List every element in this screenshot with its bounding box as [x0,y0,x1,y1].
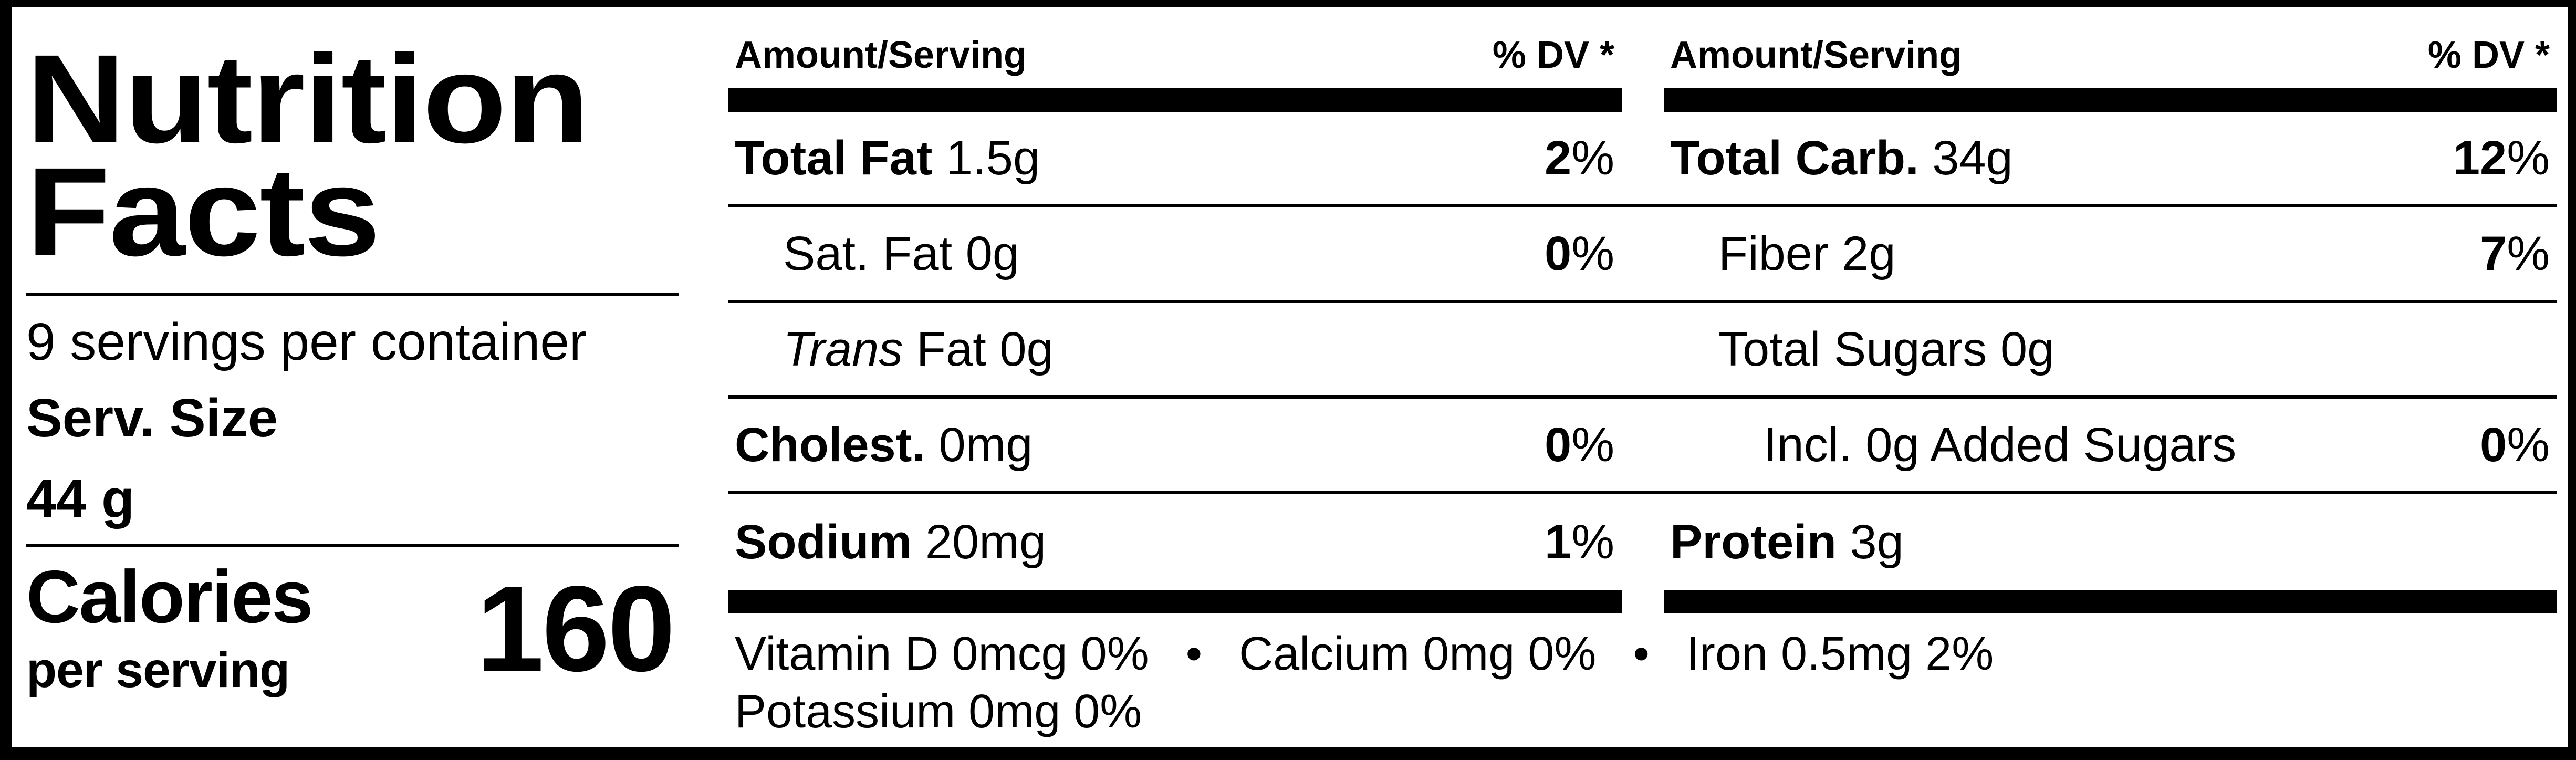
nutrient-name: Total Carb. 34g [1670,131,2013,185]
divider-rule [26,544,679,547]
column-gap [1622,88,1664,112]
column-gap [1622,399,1664,491]
top-separator-bars [728,88,2557,112]
calories-label-block: Calories per serving [26,555,313,699]
amount-serving-header: Amount/Serving [735,34,1027,76]
percent-dv-header: % DV * [2427,34,2550,76]
micronutrients-footer: Vitamin D 0mcg 0% • Calcium 0mg 0% • Iro… [728,625,2557,741]
nutrient-name: Protein 3g [1670,515,1904,569]
row-sat-fat: Sat. Fat 0g 0% [728,207,1622,300]
label-title: Nutrition Facts [26,28,737,282]
column-gap [1622,303,1664,395]
nutrient-row-2: Sat. Fat 0g 0% Fiber 2g 7% [728,207,2557,303]
separator-bar [1664,590,2557,613]
row-total-sugars: Total Sugars 0g [1664,303,2557,395]
row-added-sugars: Incl. 0g Added Sugars 0% [1664,399,2557,491]
column-gap [1622,7,1664,88]
separator-bar [728,590,1622,613]
nutrient-row-1: Total Fat 1.5g 2% Total Carb. 34g 12% [728,112,2557,207]
bottom-separator-bars [728,590,2557,613]
daily-value: 12% [2453,131,2550,185]
serving-size-label: Serv. Size [26,388,278,448]
nutrient-name: Sodium 20mg [735,515,1047,569]
nutrient-name: Incl. 0g Added Sugars [1764,418,2237,472]
micronutrients-line-2: Potassium 0mg 0% [735,685,1142,738]
middle-column-header: Amount/Serving % DV * [728,7,1622,88]
column-gap [1622,494,1664,590]
nutrient-name: Cholest. 0mg [735,418,1033,472]
nutrient-row-4: Cholest. 0mg 0% Incl. 0g Added Sugars 0% [728,399,2557,494]
serving-size-value: 44 g [26,469,135,529]
calories-value: 160 [476,561,675,697]
percent-dv-header: % DV * [1492,34,1614,76]
nutrient-section: Amount/Serving % DV * Amount/Serving % D… [728,7,2568,747]
title-line-2: Facts [26,141,381,282]
row-fiber: Fiber 2g 7% [1664,207,2557,300]
servings-per-container: 9 servings per container [26,313,587,371]
nutrient-name: Fiber 2g [1718,226,1896,280]
row-cholesterol: Cholest. 0mg 0% [728,399,1622,491]
divider-rule [26,293,679,296]
nutrient-row-3: Trans Fat 0g Total Sugars 0g [728,303,2557,399]
daily-value: 0% [1545,418,1614,472]
nutrient-row-5: Sodium 20mg 1% Protein 3g [728,494,2557,590]
row-protein: Protein 3g [1664,494,2557,590]
daily-value: 0% [1545,226,1614,280]
calories-row: Calories per serving 160 [26,560,679,699]
column-headers: Amount/Serving % DV * Amount/Serving % D… [728,7,2557,88]
row-total-carb: Total Carb. 34g 12% [1664,112,2557,204]
daily-value: 0% [2480,418,2550,472]
nutrient-name: Total Sugars 0g [1718,322,2054,376]
calories-sublabel: per serving [26,642,290,698]
left-panel: Nutrition Facts 9 servings per container… [12,7,728,747]
daily-value: 2% [1545,131,1614,185]
nutrient-name: Sat. Fat 0g [783,226,1020,280]
column-gap [1622,112,1664,204]
row-total-fat: Total Fat 1.5g 2% [728,112,1622,204]
separator-bar [728,88,1622,112]
column-gap [1622,207,1664,300]
nutrient-name: Total Fat 1.5g [735,131,1040,185]
calories-label: Calories [26,555,313,639]
micronutrients-line-1: Vitamin D 0mcg 0% • Calcium 0mg 0% • Iro… [735,628,1994,680]
nutrient-name: Trans Fat 0g [783,322,1054,376]
daily-value: 1% [1545,515,1614,569]
daily-value: 7% [2480,226,2550,280]
right-column-header: Amount/Serving % DV * [1664,7,2557,88]
row-trans-fat: Trans Fat 0g [728,303,1622,395]
row-sodium: Sodium 20mg 1% [728,494,1622,590]
column-gap [1622,590,1664,613]
separator-bar [1664,88,2557,112]
amount-serving-header: Amount/Serving [1670,34,1963,76]
title-line-1: Nutrition [26,28,589,169]
